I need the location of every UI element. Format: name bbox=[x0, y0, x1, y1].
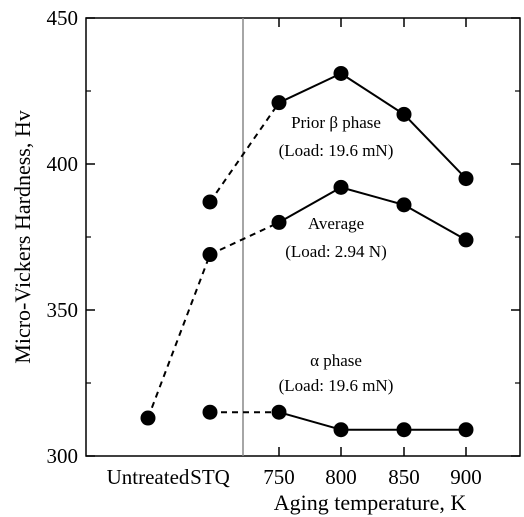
series-0-point bbox=[396, 106, 412, 122]
series-1-segment bbox=[209, 221, 280, 256]
series-points bbox=[140, 65, 474, 438]
y-tick-label: 450 bbox=[47, 6, 79, 30]
y-tick-label: 350 bbox=[47, 298, 79, 322]
series-1-point bbox=[396, 197, 412, 213]
prior-beta-annotation-line2: (Load: 19.6 mN) bbox=[279, 141, 394, 160]
average-annotation-line1: Average bbox=[308, 214, 364, 233]
series-2-point bbox=[333, 422, 349, 438]
series-0-point bbox=[202, 194, 218, 210]
series-0-segment bbox=[403, 113, 467, 180]
x-tick-label: STQ bbox=[190, 465, 230, 489]
x-tick-label: 750 bbox=[263, 465, 295, 489]
average-annotation-line2: (Load: 2.94 N) bbox=[285, 242, 387, 261]
series-1-point bbox=[202, 247, 218, 263]
x-tick-label: 850 bbox=[388, 465, 420, 489]
series-2-segment bbox=[278, 411, 342, 431]
series-2-point bbox=[396, 422, 412, 438]
series-1-segment bbox=[278, 186, 342, 224]
y-axis-ticks: 300 350 400 450 bbox=[47, 6, 520, 468]
series-1-segment bbox=[147, 254, 211, 419]
y-tick-label: 400 bbox=[47, 152, 79, 176]
y-axis-label: Micro-Vickers Hardness, Hv bbox=[10, 110, 35, 363]
series-1-point bbox=[271, 214, 287, 230]
x-axis-label: Aging temperature, K bbox=[274, 490, 467, 515]
series-1-point bbox=[458, 232, 474, 248]
series-1-segment bbox=[403, 204, 467, 241]
series-0-segment bbox=[340, 72, 405, 116]
alpha-annotation-line1: α phase bbox=[310, 351, 362, 370]
x-axis-ticks: Untreated STQ 750 800 850 900 bbox=[107, 18, 482, 489]
series-1-point bbox=[333, 179, 349, 195]
series-lines bbox=[147, 72, 467, 431]
series-0-point bbox=[333, 65, 349, 81]
alpha-annotation-line2: (Load: 19.6 mN) bbox=[279, 376, 394, 395]
x-tick-label: Untreated bbox=[107, 465, 190, 489]
series-2-point bbox=[271, 404, 287, 420]
prior-beta-annotation-line1: Prior β phase bbox=[291, 113, 381, 132]
x-tick-label: 900 bbox=[450, 465, 482, 489]
series-0-segment bbox=[278, 72, 342, 104]
series-0-segment bbox=[209, 102, 280, 203]
series-2-point bbox=[458, 422, 474, 438]
series-0-point bbox=[271, 95, 287, 111]
x-tick-label: 800 bbox=[325, 465, 357, 489]
y-tick-label: 300 bbox=[47, 444, 79, 468]
series-0-point bbox=[458, 171, 474, 187]
series-2-point bbox=[202, 404, 218, 420]
series-1-point bbox=[140, 410, 156, 426]
series-1-segment bbox=[340, 186, 405, 206]
